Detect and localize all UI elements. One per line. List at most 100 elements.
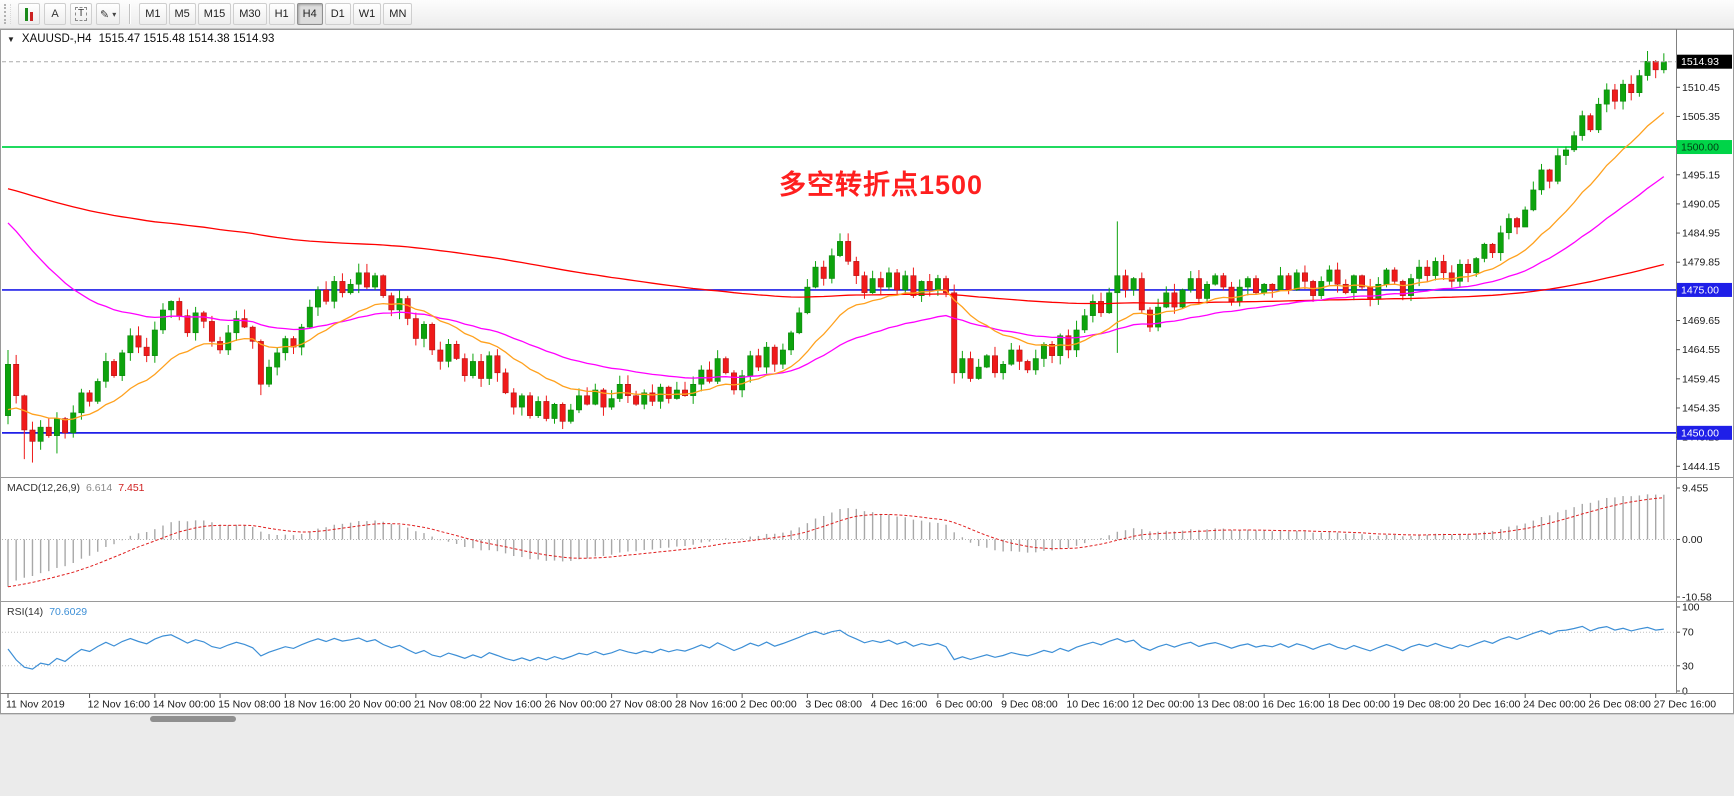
candlestick-icon [25,7,33,21]
toolbar-grip[interactable] [4,4,11,24]
candle-body [885,272,892,288]
candle-body [1008,349,1015,365]
candle-body [1595,103,1602,131]
candle-body [820,266,827,279]
text-frame-button[interactable]: T [70,3,92,25]
annotate-a-button[interactable]: A [44,3,66,25]
price-axis-label: 1510.45 [1682,82,1720,94]
candle-body [233,318,240,334]
timeframe-M30-button[interactable]: M30 [233,3,267,25]
candle-body [1277,275,1284,291]
candle-body [837,241,843,256]
candle-body [1375,283,1382,299]
draw-tools-dropdown[interactable]: ✎ ▾ [96,3,121,25]
time-label: 13 Dec 08:00 [1197,699,1260,711]
rsi-value: 70.6029 [49,606,88,618]
candle-body [788,332,795,351]
price-axis[interactable] [1676,29,1734,693]
candle-body [1187,278,1194,291]
candle-body [494,355,501,374]
time-label: 11 Nov 2019 [6,699,65,711]
price-badge-label: 1475.00 [1681,284,1719,296]
candle-body [1636,75,1643,93]
time-label: 26 Nov 00:00 [544,699,607,711]
timeframe-D1-button[interactable]: D1 [324,3,351,25]
macd-main-value: 6.614 [85,482,113,494]
candle-body [1098,301,1104,314]
time-label: 27 Nov 08:00 [610,699,673,711]
time-label: 22 Nov 16:00 [479,699,542,711]
horizontal-scrollbar-thumb[interactable] [150,716,236,722]
candle-body [1359,275,1365,288]
timeframe-M1-button[interactable]: M1 [139,3,167,25]
price-axis-label: 1469.65 [1682,315,1720,327]
candle-body [1391,269,1398,282]
candle-body [1628,83,1635,93]
candle-body [86,392,93,402]
candle-body [853,261,860,276]
candle-body [1416,266,1423,279]
candle-body [363,272,370,288]
candle-body [1554,155,1561,182]
candle-body [1334,269,1341,285]
candle-body [1212,275,1219,285]
candle-body [1269,283,1276,291]
price-badge-label: 1514.93 [1681,56,1719,68]
candle-body [861,275,868,294]
candle-body [135,335,142,348]
time-label: 14 Nov 00:00 [153,699,216,711]
candle-body [992,355,998,374]
rsi-name: RSI(14) [7,606,44,618]
price-axis-label: 1484.95 [1682,228,1720,240]
chart-toolbar: A T ✎ ▾ M1 M5 M15 M30 H1 H4 D1 W1 MN [0,0,1734,29]
timeframe-H1-button[interactable]: H1 [268,3,295,25]
timeframe-buttons: M1 M5 M15 M30 H1 H4 D1 W1 MN [138,3,413,25]
time-label: 19 Dec 08:00 [1393,699,1456,711]
candle-body [1611,89,1618,102]
candle-body [339,281,346,294]
price-badge [1677,54,1732,69]
candle-body [469,361,476,376]
candle-body [1204,283,1211,299]
candle-body [21,395,28,431]
price-badge [1677,140,1732,155]
chart-annotation-text[interactable]: 多空转折点1500 [779,170,984,200]
chart-ohlc-values: 1515.47 1515.48 1514.38 1514.93 [98,33,275,45]
rsi-axis-label: 70 [1682,627,1694,639]
candle-body [168,301,175,311]
price-badge-label: 1500.00 [1681,142,1719,154]
time-label: 18 Dec 00:00 [1327,699,1390,711]
timeframe-H4-button[interactable]: H4 [296,3,323,25]
candle-body [1244,278,1251,288]
candle-body [1514,218,1520,228]
candle-body [274,352,281,368]
candle-body [779,349,786,365]
macd-signal-line [7,497,1664,588]
chart-menu-icon[interactable]: ▼ [7,34,15,44]
candle-body [812,266,819,288]
candle-body [624,384,631,396]
candle-body [967,358,974,379]
chart-symbol-label: XAUUSD-,H4 [21,33,92,45]
candle-body [551,404,558,419]
candle-body [690,384,697,396]
candle-body [877,278,884,288]
candle-body [943,278,949,294]
timeframe-W1-button[interactable]: W1 [352,3,382,25]
candle-body [1530,189,1537,211]
timeframe-M15-button[interactable]: M15 [197,3,232,25]
timeframe-MN-button[interactable]: MN [383,3,413,25]
candle-body [1473,258,1480,274]
time-axis[interactable] [0,693,1676,714]
candle-body [845,241,852,262]
macd-panel-divider[interactable] [0,475,1734,480]
timeframe-M5-button[interactable]: M5 [168,3,196,25]
rsi-panel-divider[interactable] [0,599,1734,604]
candle-body [1481,243,1488,259]
candle-body [1465,263,1472,274]
candle-body [1399,281,1406,296]
candle-body [828,255,835,279]
candle-body [1660,61,1667,71]
bar-chart-button[interactable] [18,3,40,25]
